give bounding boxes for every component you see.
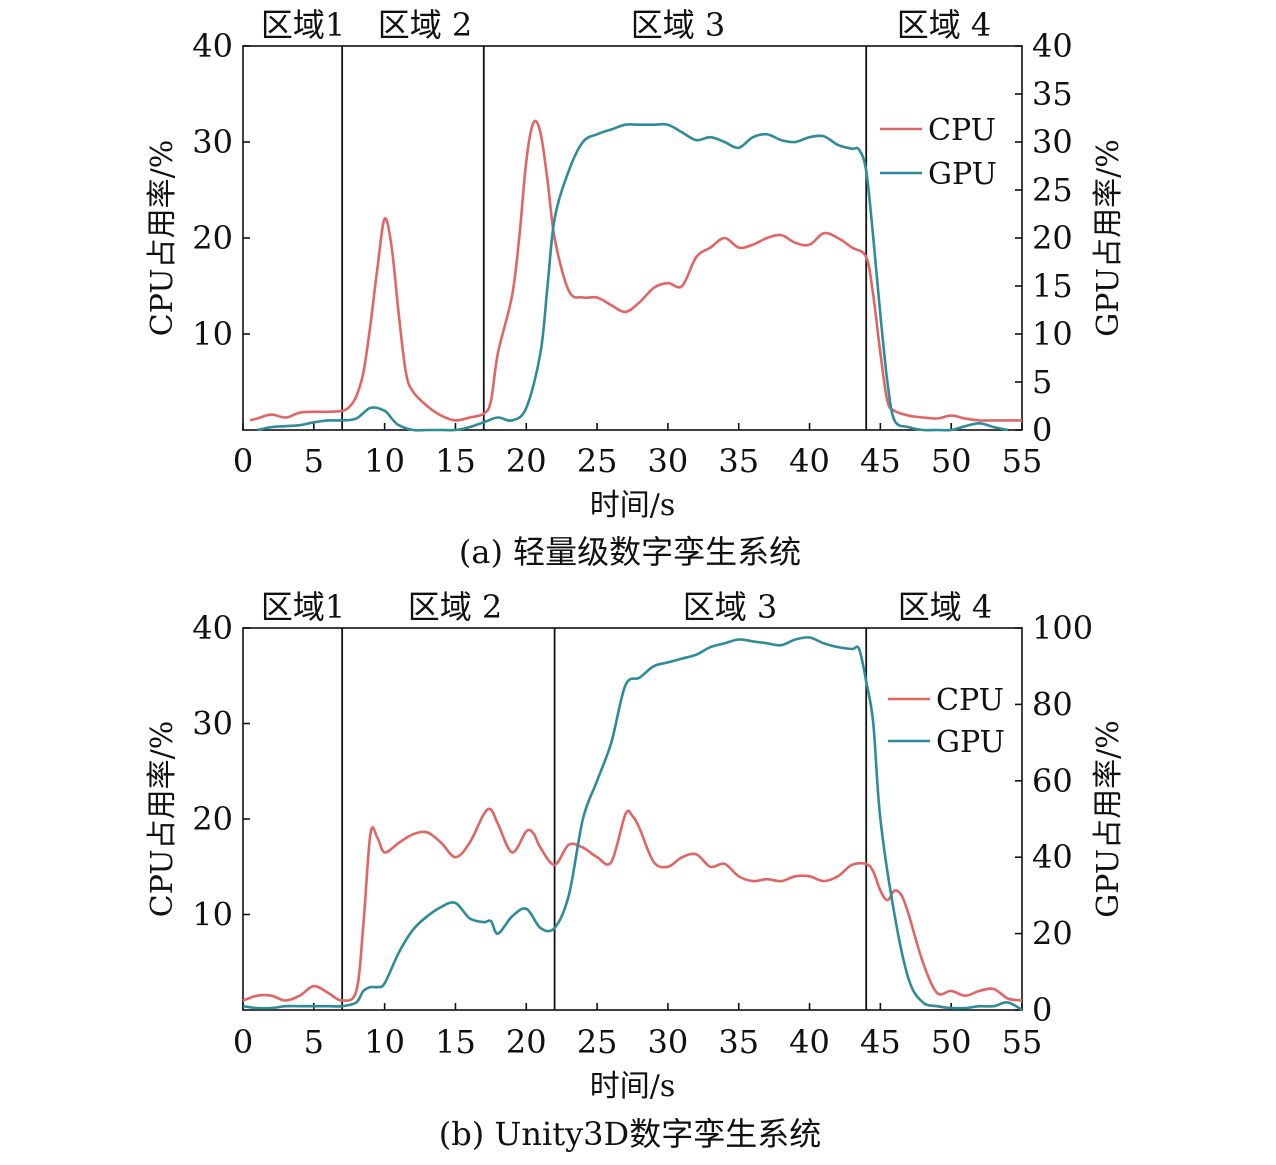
panel-caption: (a) 轻量级数字孪生系统 xyxy=(459,533,801,571)
y-left-tick-label: 40 xyxy=(192,609,233,647)
series-line-cpu xyxy=(249,119,1022,422)
x-tick-label: 50 xyxy=(931,442,972,480)
x-tick-label: 50 xyxy=(931,1023,972,1061)
y-right-tick-label: 40 xyxy=(1032,27,1073,65)
x-tick-label: 10 xyxy=(364,442,405,480)
x-tick-label: 10 xyxy=(364,1023,405,1061)
y-right-tick-label: 35 xyxy=(1032,75,1073,113)
y-right-tick-label: 15 xyxy=(1032,267,1073,305)
y-left-axis-label: CPU占用率/% xyxy=(145,140,180,337)
y-left-tick-label: 30 xyxy=(192,705,233,743)
region-label: 区域1 xyxy=(261,6,345,44)
legend-label-cpu: CPU xyxy=(928,113,996,148)
legend-label-gpu: GPU xyxy=(928,157,997,192)
x-tick-label: 45 xyxy=(860,442,901,480)
x-tick-label: 55 xyxy=(1002,1023,1043,1061)
x-tick-label: 55 xyxy=(1002,442,1043,480)
y-right-tick-label: 80 xyxy=(1032,685,1073,723)
x-tick-label: 0 xyxy=(233,1023,253,1061)
y-left-tick-label: 20 xyxy=(192,800,233,838)
panel-caption: (b) Unity3D数字孪生系统 xyxy=(439,1115,821,1153)
x-tick-label: 5 xyxy=(304,442,324,480)
x-tick-label: 35 xyxy=(718,442,759,480)
y-right-axis-label: GPU占用率/% xyxy=(1091,139,1126,337)
y-right-tick-label: 10 xyxy=(1032,315,1073,353)
y-left-tick-label: 20 xyxy=(192,219,233,257)
region-label: 区域 2 xyxy=(408,588,503,626)
x-tick-label: 40 xyxy=(789,442,830,480)
x-tick-label: 45 xyxy=(860,1023,901,1061)
x-tick-label: 35 xyxy=(718,1023,759,1061)
y-right-tick-label: 25 xyxy=(1032,171,1073,209)
x-tick-label: 30 xyxy=(648,1023,689,1061)
region-label: 区域 2 xyxy=(378,6,473,44)
x-tick-label: 30 xyxy=(648,442,689,480)
y-right-tick-label: 60 xyxy=(1032,762,1073,800)
x-tick-label: 25 xyxy=(577,442,618,480)
y-left-axis-label: CPU占用率/% xyxy=(145,721,180,918)
x-tick-label: 5 xyxy=(304,1023,324,1061)
y-left-tick-label: 10 xyxy=(192,896,233,934)
y-left-tick-label: 40 xyxy=(192,27,233,65)
region-label: 区域 4 xyxy=(897,6,992,44)
y-right-tick-label: 0 xyxy=(1032,411,1052,449)
region-label: 区域 3 xyxy=(683,588,778,626)
x-tick-label: 0 xyxy=(233,442,253,480)
y-right-tick-label: 30 xyxy=(1032,123,1073,161)
y-right-axis-label: GPU占用率/% xyxy=(1091,720,1126,918)
x-tick-label: 40 xyxy=(789,1023,830,1061)
y-right-tick-label: 100 xyxy=(1032,609,1093,647)
y-right-tick-label: 20 xyxy=(1032,219,1073,257)
panel-b: 0 5 10 15 20 25 30 35 40 45 50 55 10 20 30 40 0 20 40 60 80 1… xyxy=(145,588,1126,1153)
legend-label-gpu: GPU xyxy=(936,725,1005,760)
x-tick-label: 25 xyxy=(577,1023,618,1061)
x-axis-label: 时间/s xyxy=(590,488,676,523)
x-tick-label: 20 xyxy=(506,442,547,480)
region-label: 区域 4 xyxy=(898,588,993,626)
x-tick-label: 15 xyxy=(435,442,476,480)
x-tick-label: 20 xyxy=(506,1023,547,1061)
y-right-tick-label: 40 xyxy=(1032,838,1073,876)
y-left-tick-label: 30 xyxy=(192,123,233,161)
series-line-gpu xyxy=(256,122,1009,432)
panel-a: 0 5 10 15 20 25 30 35 40 45 50 55 10 20 30 40 0 5 10 15 20 25… xyxy=(145,6,1126,571)
series-line-gpu xyxy=(242,636,1023,1012)
y-right-tick-label: 5 xyxy=(1032,363,1052,401)
region-label: 区域1 xyxy=(261,588,345,626)
plot-frame xyxy=(242,45,1023,431)
y-right-tick-label: 20 xyxy=(1032,915,1073,953)
y-left-tick-label: 10 xyxy=(192,315,233,353)
x-tick-label: 15 xyxy=(435,1023,476,1061)
region-label: 区域 3 xyxy=(631,6,726,44)
y-right-tick-label: 0 xyxy=(1032,991,1052,1029)
x-axis-label: 时间/s xyxy=(590,1069,676,1104)
legend-label-cpu: CPU xyxy=(936,683,1004,718)
